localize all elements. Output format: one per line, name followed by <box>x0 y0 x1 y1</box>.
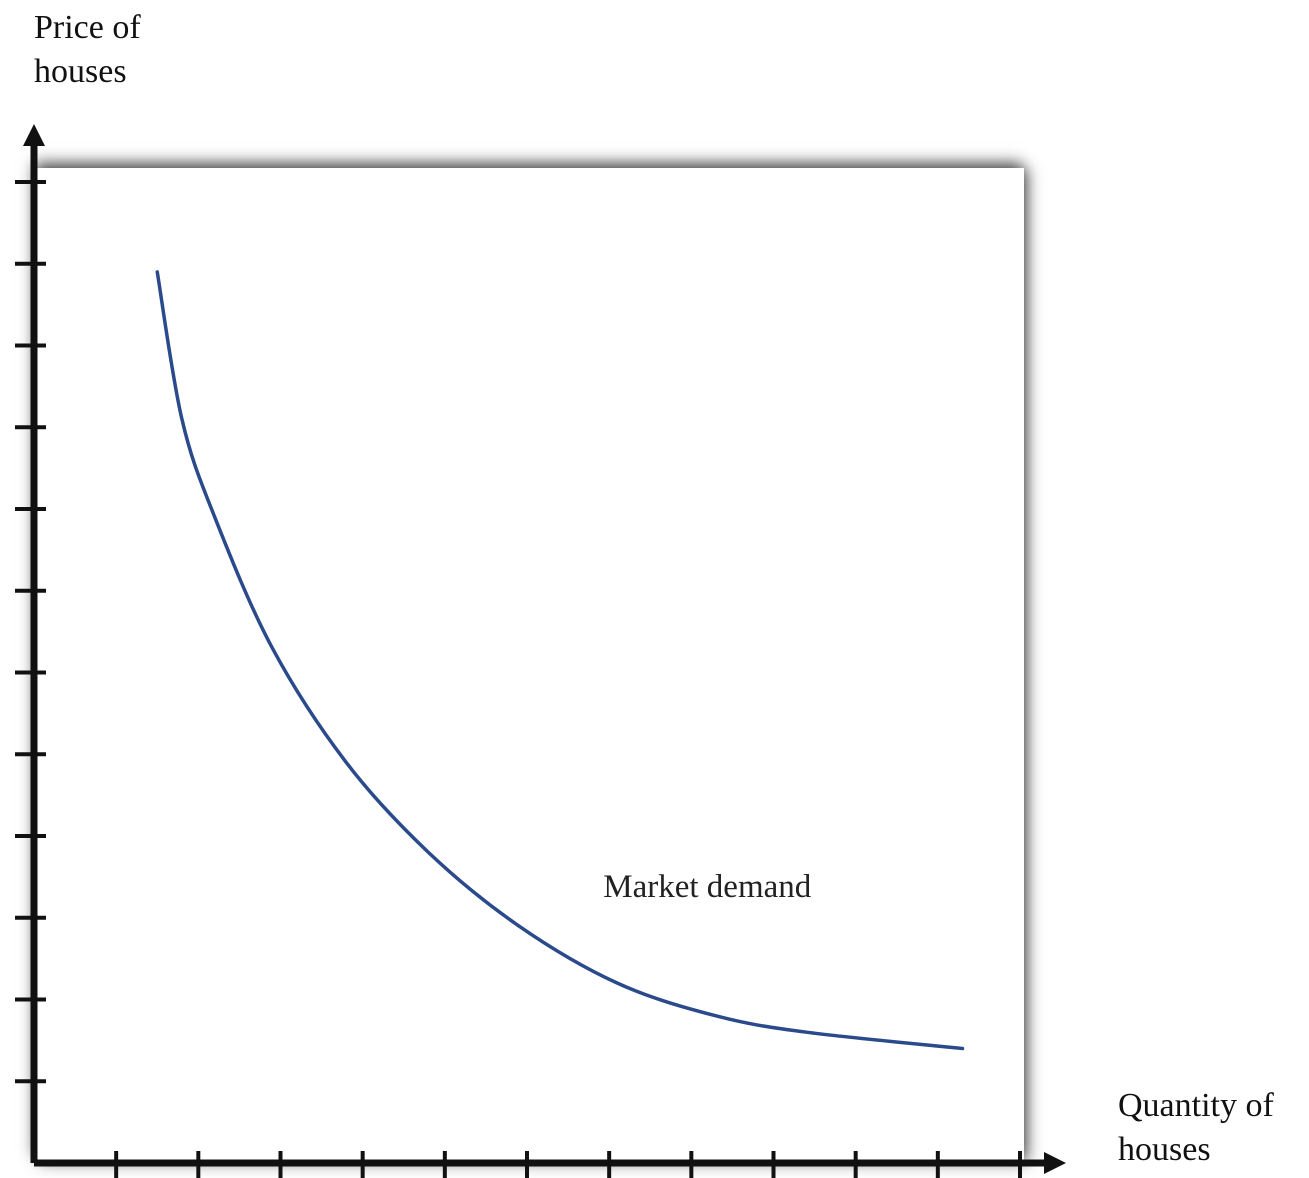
series-layer <box>155 270 965 1051</box>
axes <box>23 124 1066 1174</box>
x-axis-arrow <box>1044 1152 1066 1174</box>
y-axis-arrow <box>23 124 45 146</box>
x-axis-label: Quantity of houses <box>1118 1084 1308 1172</box>
y-axis-label: Price of houses <box>34 6 234 94</box>
axis-ticks <box>15 180 1022 1178</box>
x-axis-label-line-2: houses <box>1118 1131 1211 1168</box>
y-axis-label-line-2: houses <box>34 53 127 90</box>
x-axis-label-line-1: Quantity of <box>1118 1087 1274 1124</box>
annotation-layer: Market demand <box>603 869 812 905</box>
y-axis-label-line-1: Price of <box>34 9 141 46</box>
market-demand-label: Market demand <box>603 869 812 905</box>
plot-area <box>36 168 1024 1161</box>
market-demand-curve <box>155 270 965 1051</box>
